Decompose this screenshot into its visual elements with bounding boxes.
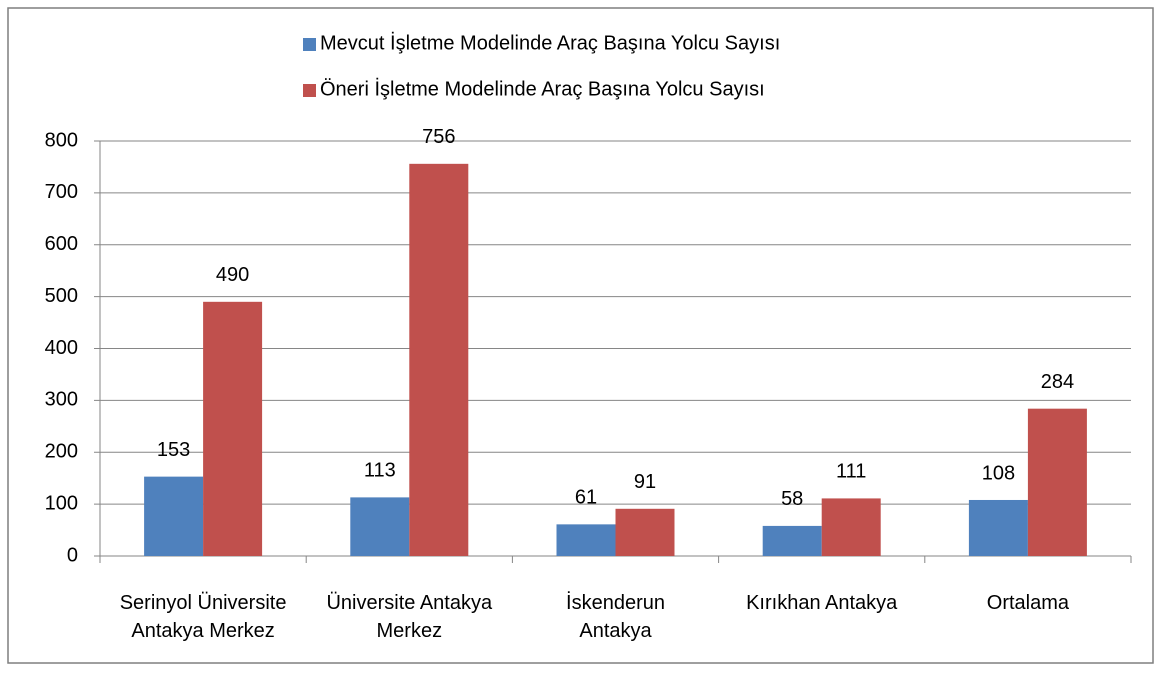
data-label: 111 xyxy=(836,461,866,483)
bar xyxy=(1027,408,1087,556)
bar xyxy=(203,301,263,556)
legend-label: Mevcut İşletme Modelinde Araç Başına Yol… xyxy=(320,31,780,54)
y-tick-label: 500 xyxy=(45,285,78,307)
data-label: 756 xyxy=(422,126,455,148)
x-tick-label: Serinyol Üniversite Antakya Merkez xyxy=(120,592,287,642)
bar xyxy=(968,499,1028,556)
data-label: 58 xyxy=(781,488,803,510)
chart-border xyxy=(7,7,1154,664)
data-label: 490 xyxy=(216,264,249,286)
data-label: 108 xyxy=(982,462,1015,484)
bar xyxy=(409,163,469,556)
legend-swatch xyxy=(303,84,316,97)
y-tick-label: 800 xyxy=(45,129,78,151)
y-tick-label: 100 xyxy=(45,492,78,514)
bar xyxy=(350,497,410,556)
bar xyxy=(762,525,822,556)
legend-label: Öneri İşletme Modelinde Araç Başına Yolc… xyxy=(320,77,765,100)
y-tick-label: 300 xyxy=(45,389,78,411)
data-label: 61 xyxy=(575,487,597,509)
data-label: 113 xyxy=(364,460,396,482)
data-label: 91 xyxy=(634,471,656,493)
data-label: 153 xyxy=(157,439,190,461)
x-tick-label: Üniversite Antakya Merkez xyxy=(326,592,493,642)
y-tick-label: 700 xyxy=(45,181,78,203)
bar xyxy=(556,524,616,556)
bar xyxy=(821,498,881,556)
y-tick-label: 0 xyxy=(67,544,78,566)
y-tick-label: 200 xyxy=(45,441,78,463)
x-tick-label: Ortalama xyxy=(987,592,1070,614)
legend-swatch xyxy=(303,38,316,51)
y-tick-label: 400 xyxy=(45,337,78,359)
x-tick-label: İskenderun Antakya xyxy=(566,591,665,642)
y-tick-label: 600 xyxy=(45,233,78,255)
x-tick-label: Kırıkhan Antakya xyxy=(746,592,898,614)
data-label: 284 xyxy=(1041,371,1074,393)
bar xyxy=(615,508,675,556)
bar xyxy=(144,476,204,556)
